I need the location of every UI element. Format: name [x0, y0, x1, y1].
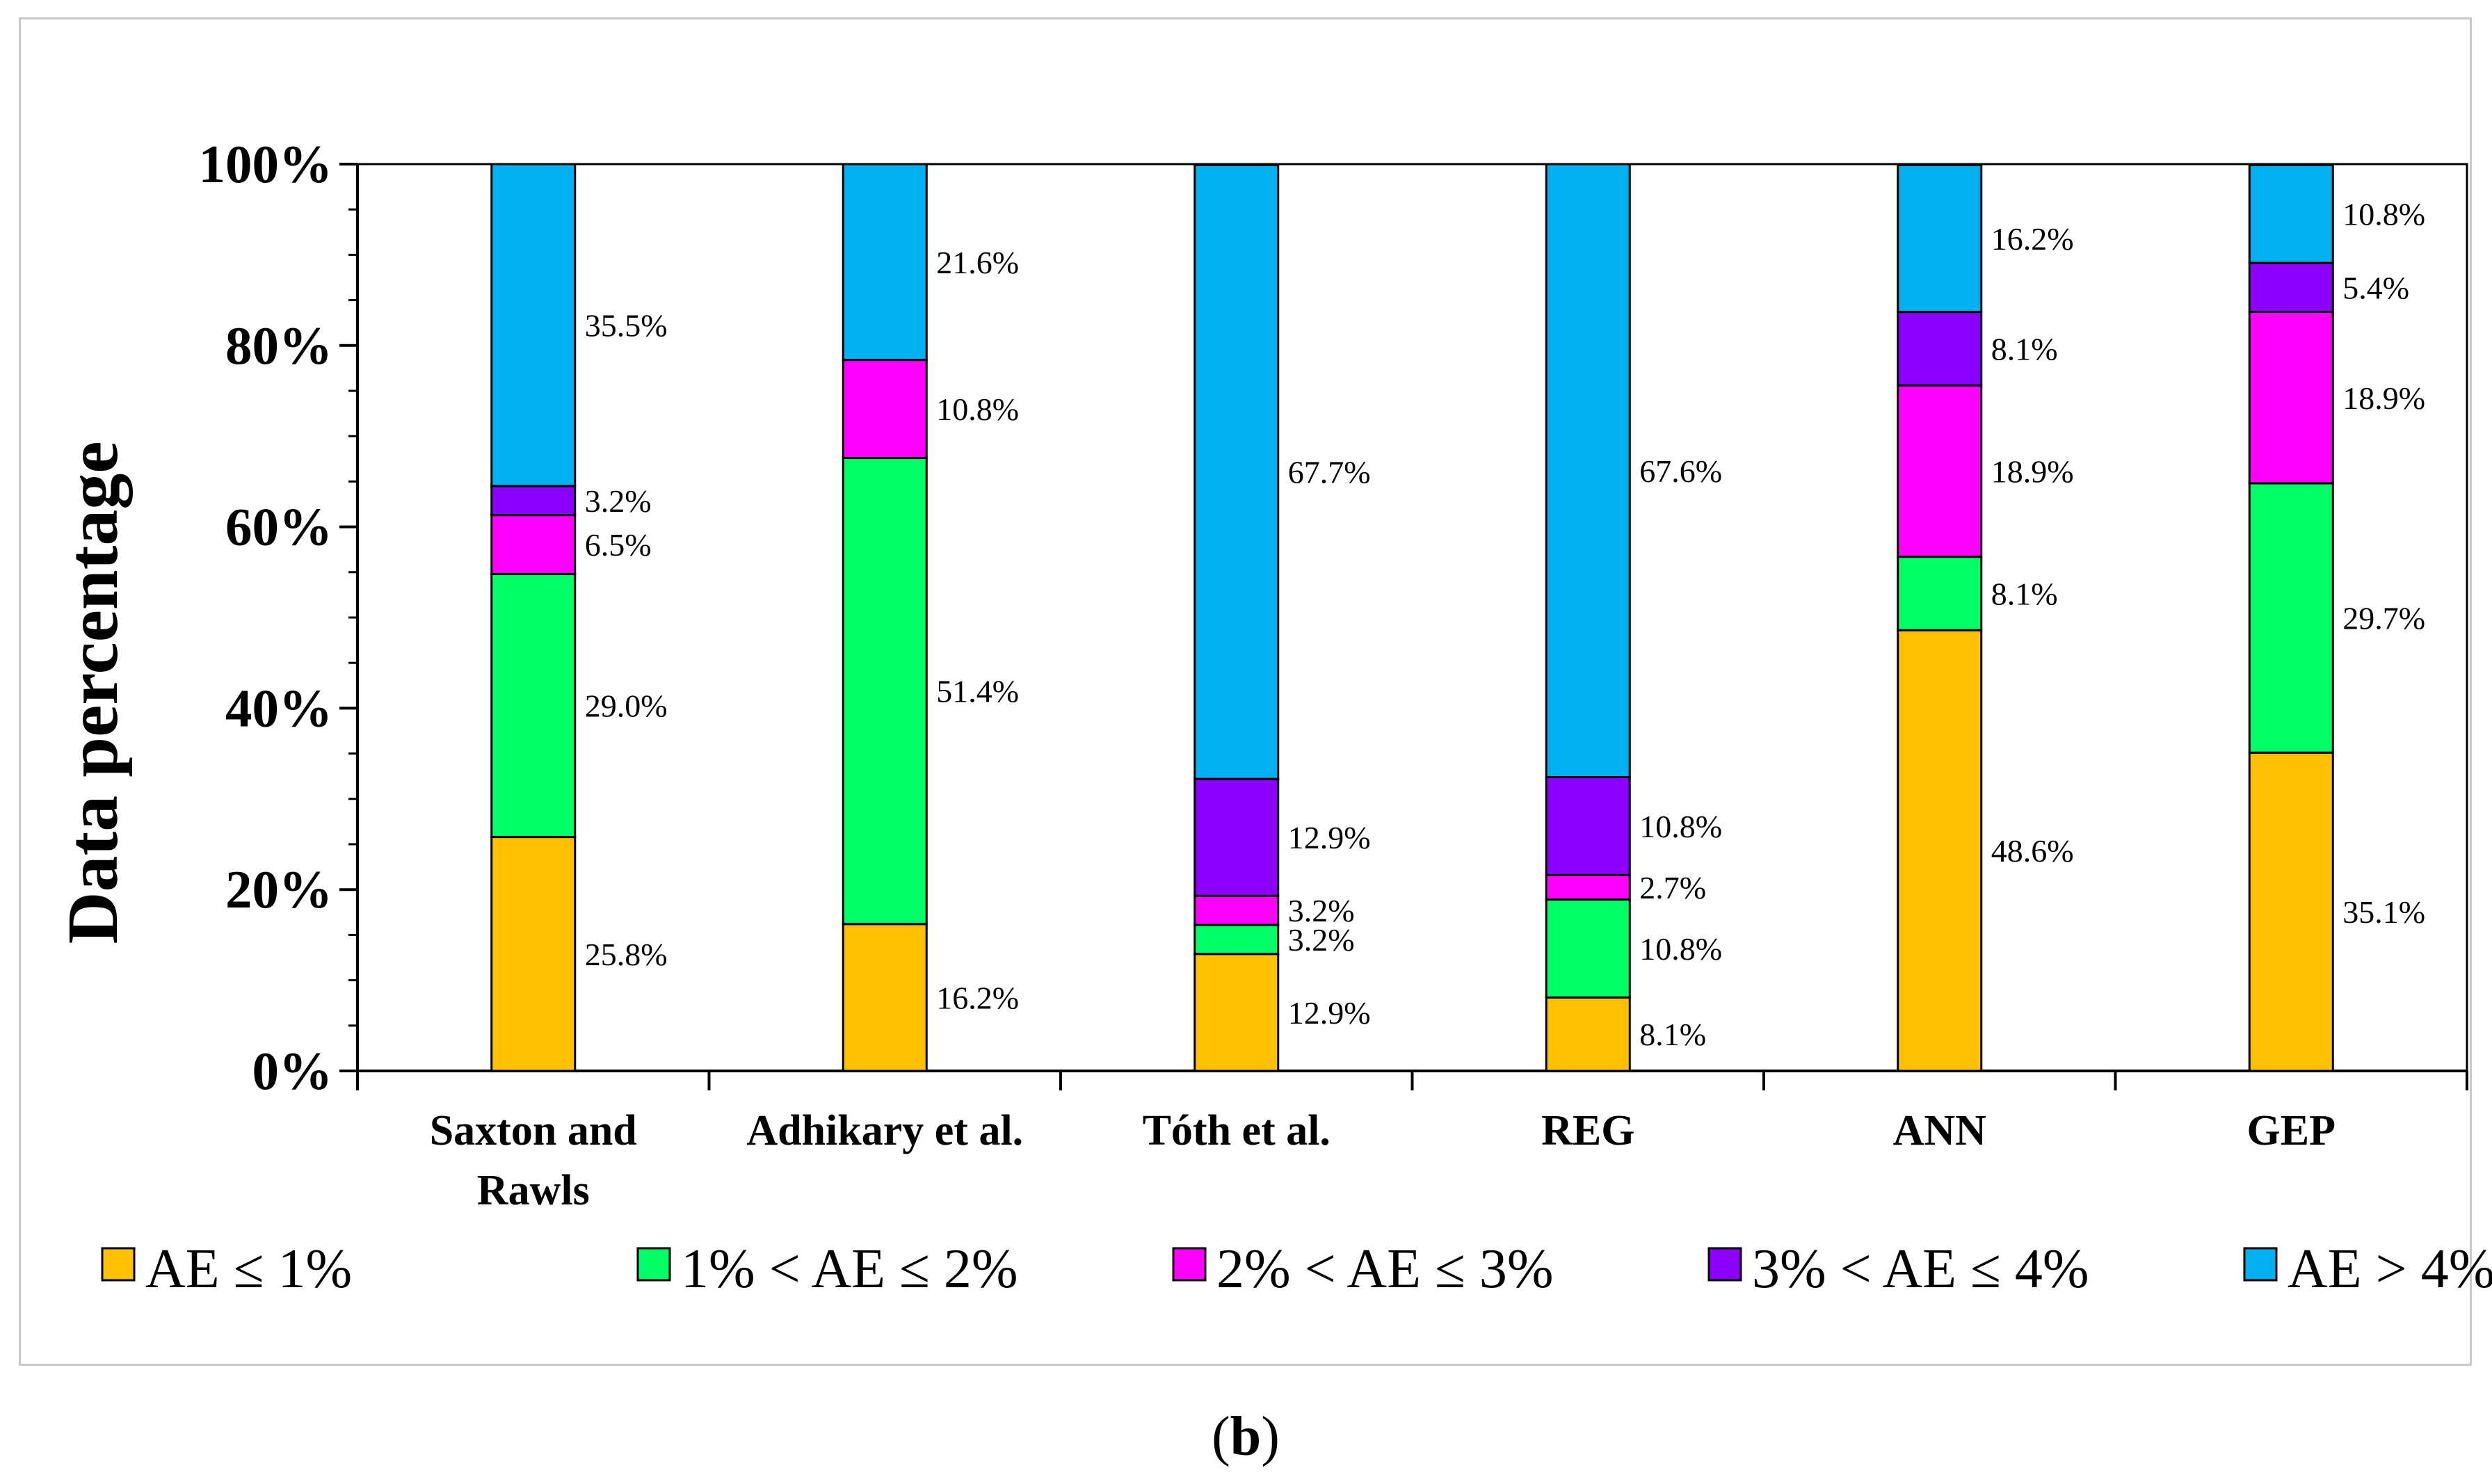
- bar-segment: [1897, 556, 1983, 631]
- bar-segment: [2248, 311, 2334, 485]
- category-label-line: Saxton and: [430, 1107, 637, 1154]
- category-label: Saxton and Rawls: [430, 1107, 637, 1214]
- category-label-line: Rawls: [477, 1167, 590, 1214]
- bar-segment: [1545, 873, 1631, 901]
- data-label: 8.1%: [1991, 576, 2058, 611]
- bar-segment: [2248, 482, 2334, 754]
- category-label: Tóth et al.: [1143, 1107, 1331, 1154]
- legend-label: 1% < AE ≤ 2%: [681, 1239, 1018, 1300]
- bar-segment: [842, 163, 928, 362]
- bar-segment: [2248, 163, 2334, 264]
- data-label: 3.2%: [1288, 893, 1355, 928]
- data-label: 6.5%: [585, 527, 652, 563]
- category-label: REG: [1541, 1107, 1634, 1154]
- data-labels: 25.8% 29.0% 6.5% 3.2% 35.5% 16.2% 51.4% 10.8% 21…: [585, 197, 2425, 1052]
- chart-frame: [19, 17, 2472, 1366]
- category-label: Adhikary et al.: [746, 1107, 1023, 1154]
- data-label: 10.8%: [1639, 809, 1722, 844]
- y-tick-label: 80%: [225, 316, 332, 376]
- bar-segment: [1545, 996, 1631, 1072]
- y-tick-label: 20%: [225, 860, 332, 919]
- data-label: 16.2%: [936, 980, 1019, 1015]
- bar-segment: [490, 572, 577, 839]
- category-label-line: Adhikary et al.: [746, 1107, 1023, 1154]
- legend-label: AE > 4%: [2288, 1239, 2492, 1300]
- caption-open: (: [1212, 1406, 1230, 1467]
- data-label: 12.9%: [1288, 995, 1371, 1031]
- bar-segment: [842, 923, 928, 1072]
- data-label: 3.2%: [1288, 922, 1355, 958]
- bar-segment: [2248, 261, 2334, 314]
- bar-segment: [1193, 953, 1280, 1072]
- legend: AE ≤ 1% 1% < AE ≤ 2% 2% < AE ≤ 3% 3% < AE ≤…: [101, 1239, 2492, 1300]
- data-label: 8.1%: [1991, 331, 2058, 366]
- bar-segment: [490, 485, 577, 517]
- data-label: 67.7%: [1288, 455, 1371, 490]
- bar-segment: [842, 456, 928, 926]
- legend-swatch: [2243, 1247, 2278, 1282]
- legend-swatch: [1707, 1247, 1742, 1282]
- legend-label: 2% < AE ≤ 3%: [1216, 1239, 1554, 1300]
- data-label: 35.5%: [585, 307, 668, 343]
- bar-segment: [1545, 776, 1631, 876]
- bar-segment: [1897, 163, 1983, 314]
- bar-segment: [842, 359, 928, 459]
- bar-segment: [1897, 384, 1983, 558]
- plot-area-border: [356, 163, 2468, 1072]
- figure-caption: (b): [1212, 1406, 1280, 1467]
- category-label-line: ANN: [1893, 1107, 1986, 1154]
- bar-segment: [1193, 894, 1280, 926]
- data-label: 67.6%: [1639, 453, 1722, 489]
- legend-swatch: [636, 1247, 671, 1282]
- data-label: 18.9%: [2342, 380, 2425, 416]
- axes: 0% 20% 40% 60% 80% 100% Saxton and Rawls Adhikar…: [199, 134, 2468, 1214]
- data-label: 10.8%: [936, 392, 1019, 427]
- data-label: 8.1%: [1639, 1017, 1706, 1052]
- y-tick-label: 40%: [225, 678, 332, 738]
- data-label: 51.4%: [936, 674, 1019, 709]
- y-tick-label: 0%: [252, 1041, 333, 1101]
- data-label: 16.2%: [1991, 221, 2074, 257]
- data-label: 18.9%: [1991, 453, 2074, 489]
- y-tick-label: 60%: [225, 497, 332, 557]
- legend-label: AE ≤ 1%: [145, 1239, 352, 1300]
- data-label: 21.6%: [936, 245, 1019, 280]
- category-label: GEP: [2247, 1107, 2336, 1154]
- category-label: ANN: [1893, 1107, 1986, 1154]
- bar-segment: [1193, 163, 1280, 780]
- legend-swatch: [1172, 1247, 1207, 1282]
- data-label: 25.8%: [585, 937, 668, 972]
- bar-segment: [490, 836, 577, 1072]
- bar-segment: [490, 163, 577, 487]
- data-label: 10.8%: [2342, 197, 2425, 232]
- bar-segment: [1193, 924, 1280, 955]
- bar-segment: [2248, 751, 2334, 1072]
- bar-segment: [1897, 629, 1983, 1072]
- bar-segment: [1545, 898, 1631, 999]
- data-label: 29.0%: [585, 688, 668, 723]
- category-label-line: REG: [1541, 1107, 1634, 1154]
- legend-label: 3% < AE ≤ 4%: [1752, 1239, 2089, 1300]
- data-label: 5.4%: [2342, 270, 2409, 305]
- y-tick-label: 100%: [199, 134, 333, 194]
- caption-close: ): [1261, 1406, 1280, 1467]
- category-label-line: GEP: [2247, 1107, 2336, 1154]
- legend-swatch: [101, 1247, 136, 1282]
- data-label: 3.2%: [585, 483, 652, 519]
- bars: [490, 163, 2334, 1072]
- caption-letter: b: [1230, 1406, 1262, 1467]
- category-label-line: Tóth et al.: [1143, 1107, 1331, 1154]
- data-label: 29.7%: [2342, 601, 2425, 636]
- bar-segment: [1897, 311, 1983, 387]
- bar-segment: [1193, 777, 1280, 897]
- data-label: 48.6%: [1991, 833, 2074, 869]
- y-axis-label: Data percentage: [53, 442, 133, 944]
- data-label: 10.8%: [1639, 931, 1722, 967]
- data-label: 12.9%: [1288, 820, 1371, 855]
- data-label: 35.1%: [2342, 894, 2425, 930]
- bar-segment: [490, 514, 577, 575]
- bar-segment: [1545, 163, 1631, 779]
- data-label: 2.7%: [1639, 870, 1706, 905]
